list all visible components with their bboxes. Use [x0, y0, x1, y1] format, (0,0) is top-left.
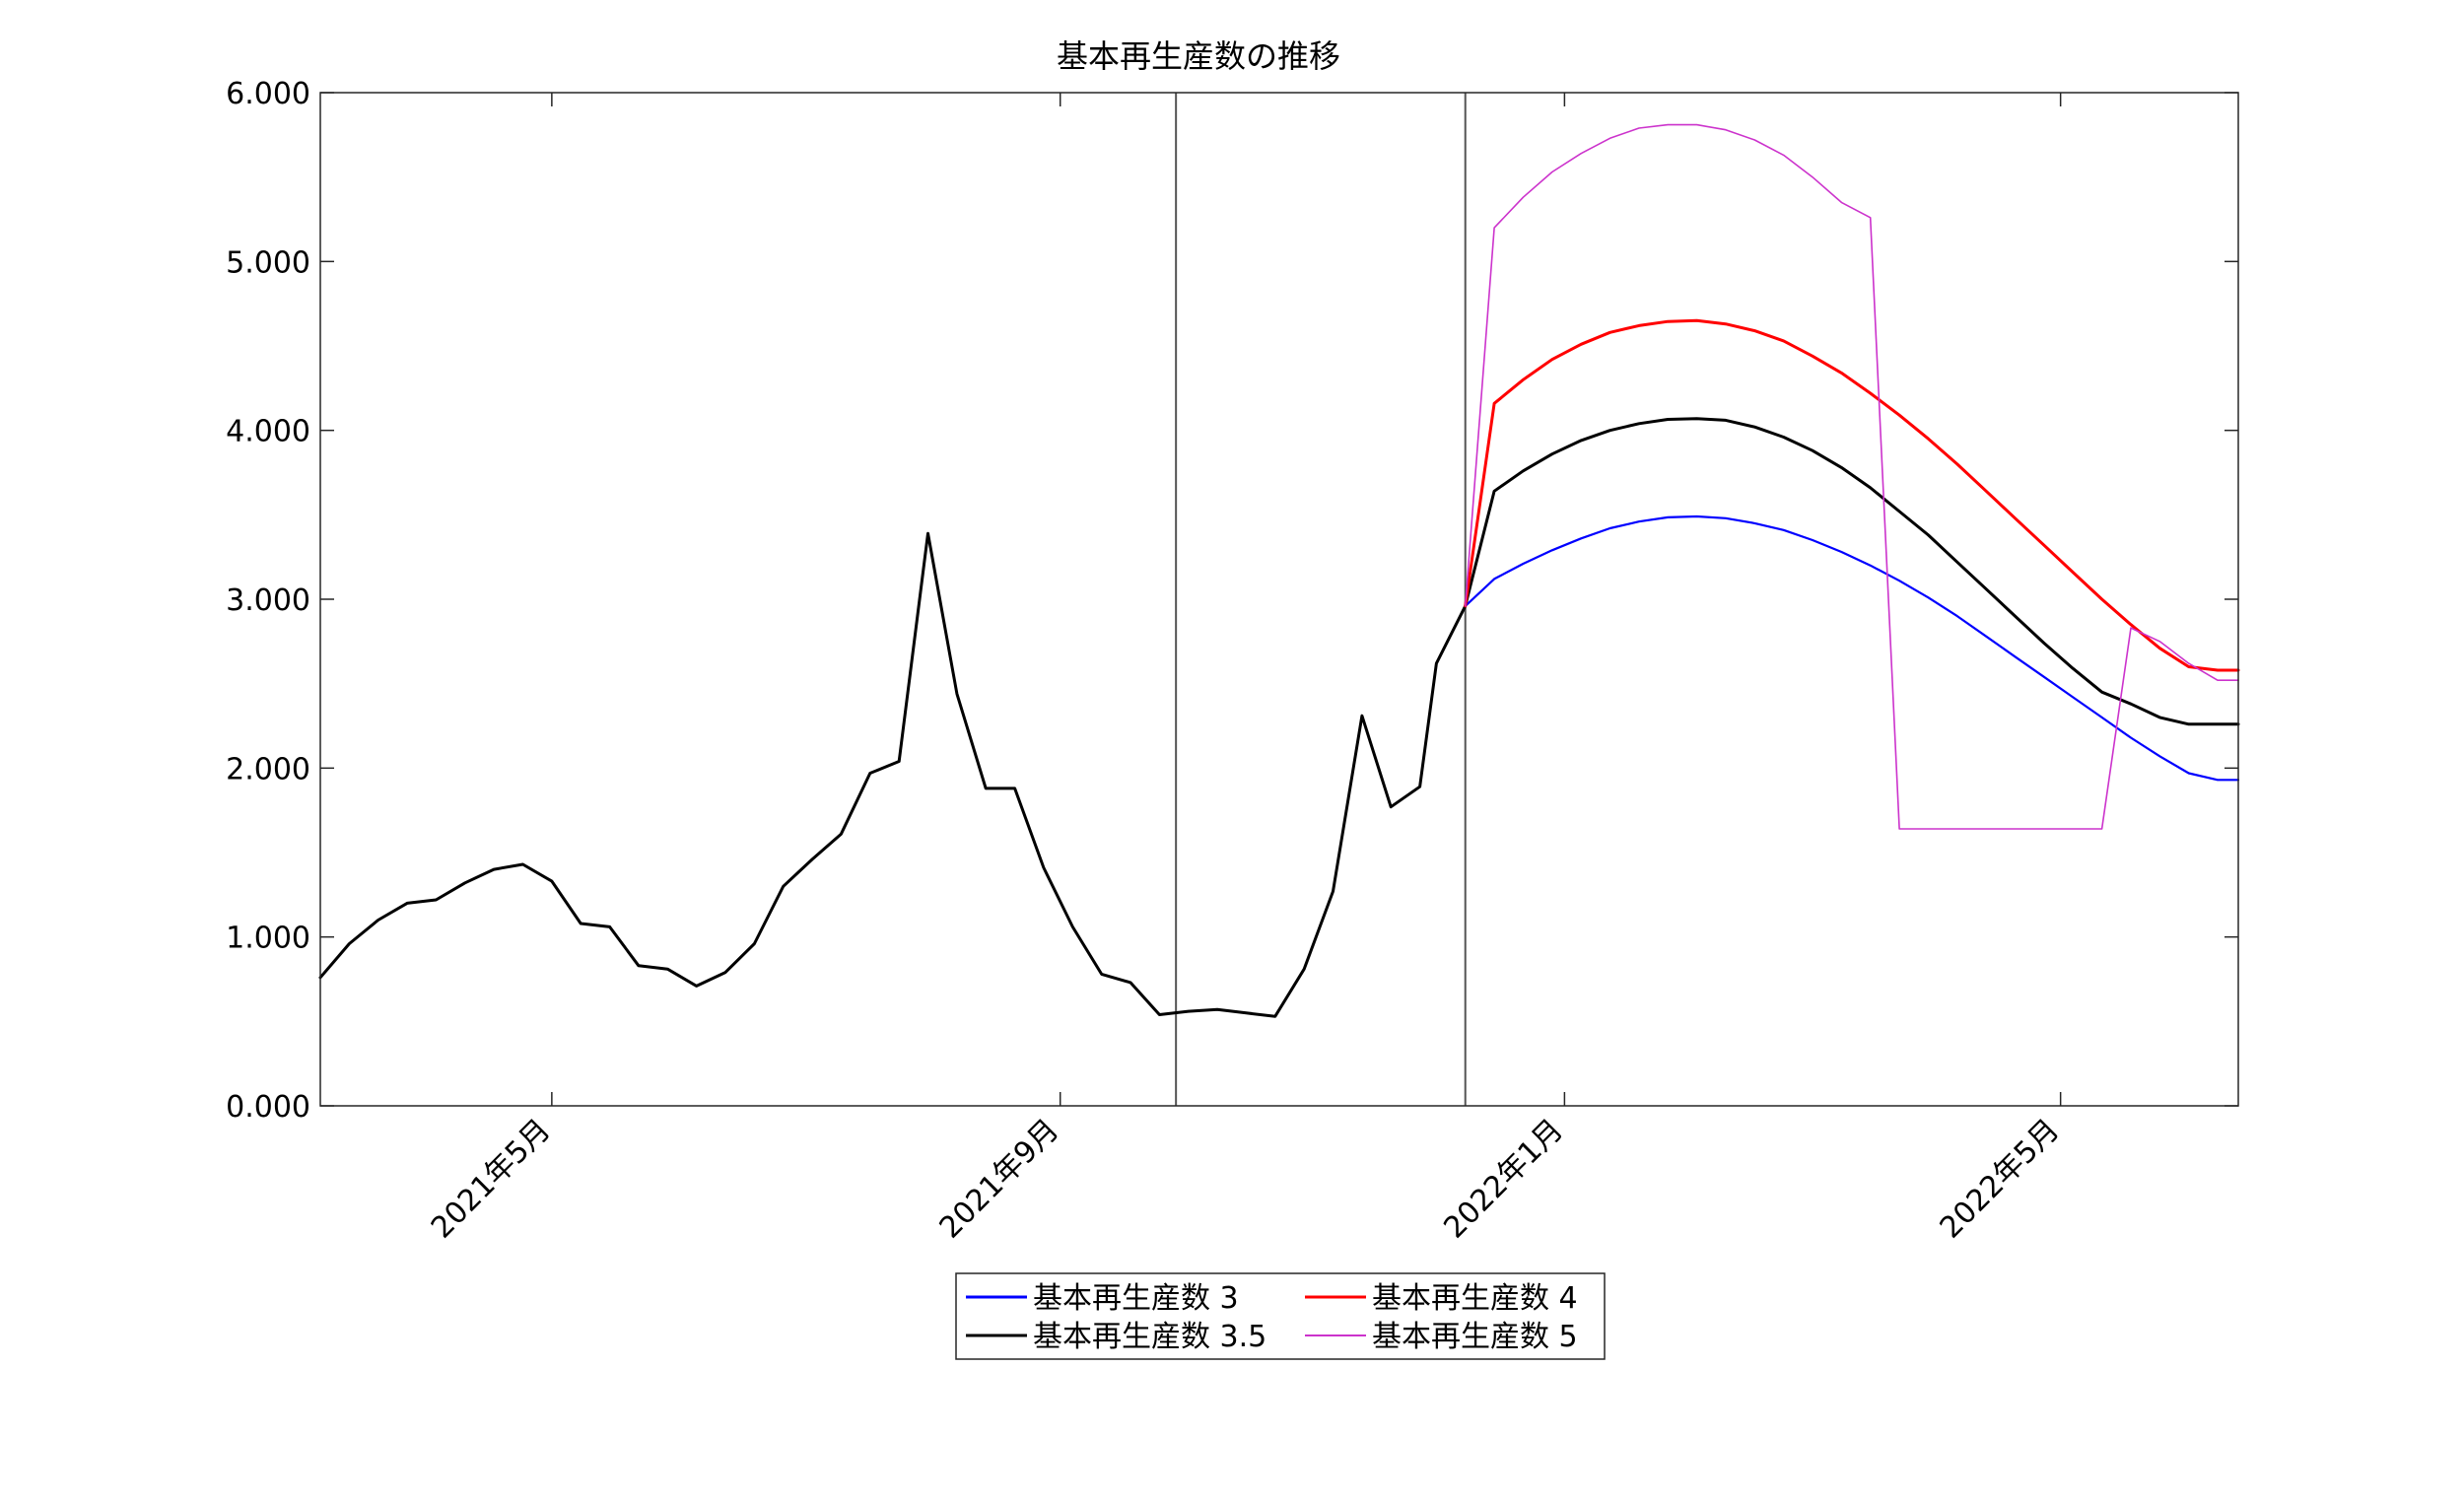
legend: 基本再生産数 3 基本再生産数 4 基本再生産数 3.5 基本再生産数 5 — [955, 1272, 1606, 1360]
y-tick-label-0: 0.000 — [226, 1090, 310, 1125]
legend-label-r3: 基本再生産数 3 — [1033, 1281, 1239, 1316]
plot-area — [320, 93, 2238, 1106]
series-line-1 — [318, 417, 2240, 1018]
y-tick-label-1: 1.000 — [226, 922, 310, 956]
legend-box — [955, 1272, 1606, 1360]
y-tick-label-4: 4.000 — [226, 415, 310, 449]
y-tick-label-3: 3.000 — [226, 583, 310, 618]
y-tick-label-6: 6.000 — [226, 77, 310, 111]
y-tick-label-5: 5.000 — [226, 245, 310, 280]
legend-label-r4: 基本再生産数 4 — [1372, 1281, 1578, 1316]
series-line-3 — [1464, 123, 2239, 830]
y-tick-label-2: 2.000 — [226, 752, 310, 787]
series-layer — [318, 123, 2240, 1018]
series-line-2 — [1464, 318, 2240, 672]
x-tick-label-3: 2022年5月 — [1934, 1113, 2067, 1246]
x-tick-label-1: 2021年9月 — [933, 1113, 1066, 1246]
y-axis: 0.000 1.000 2.000 3.000 4.000 5.000 6.000 — [226, 77, 2238, 1125]
legend-label-r35: 基本再生産数 3.5 — [1033, 1320, 1266, 1354]
chart-title: 基本再生産数の推移 — [1057, 37, 1340, 75]
x-tick-label-0: 2021年5月 — [425, 1113, 558, 1246]
x-tick-label-2: 2022年1月 — [1437, 1113, 1570, 1246]
legend-label-r5: 基本再生産数 5 — [1372, 1320, 1578, 1354]
